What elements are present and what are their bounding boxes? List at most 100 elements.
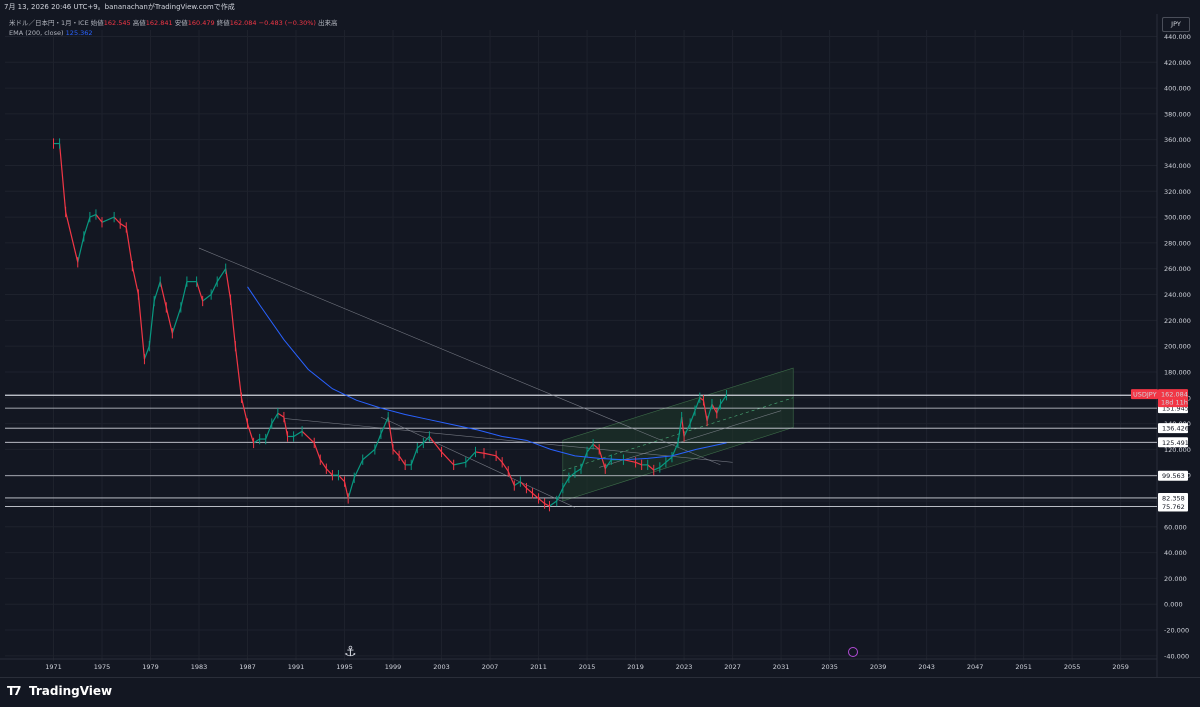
ema-legend-row[interactable]: EMA (200, close) 125.362 (9, 28, 338, 38)
price-segment-31 (253, 438, 260, 444)
y-tick-label-0: 440.000 (1164, 33, 1191, 41)
price-segment-101 (716, 403, 722, 414)
price-segment-7 (95, 214, 103, 223)
price-segment-9 (113, 216, 121, 224)
price-segment-45 (343, 481, 349, 499)
trend-line-0 (198, 247, 721, 466)
price-segment-35 (277, 412, 285, 418)
level-tag-3: 125.491 (1162, 439, 1189, 447)
x-tick-label-11: 2015 (579, 663, 596, 671)
tradingview-logo[interactable]: T7 TradingView (7, 684, 112, 698)
price-segment-17 (159, 281, 167, 308)
price-segment-47 (353, 459, 364, 479)
level-tag-2: 136.426 (1162, 425, 1189, 433)
price-segment-41 (319, 459, 327, 470)
price-segment-30 (246, 423, 255, 444)
symbol-tag: USDJPY (1133, 391, 1157, 399)
price-segment-73 (549, 500, 558, 507)
price-segment-94 (683, 423, 691, 437)
price-segment-100 (711, 403, 718, 414)
price-segment-74 (556, 487, 564, 502)
price-segment-85 (635, 461, 642, 466)
price-segment-34 (271, 412, 279, 424)
close-value: 162.084 (229, 19, 257, 27)
price-segment-80 (592, 443, 600, 450)
price-segment-58 (428, 436, 443, 453)
x-tick-label-2: 1979 (142, 663, 159, 671)
price-segment-66 (507, 471, 515, 486)
price-segment-46 (347, 477, 355, 499)
price-segment-59 (441, 451, 455, 466)
price-segment-25 (216, 268, 227, 282)
trend-line-1 (283, 418, 733, 463)
price-segment-57 (422, 436, 430, 444)
y-tick-label-11: 220.000 (1164, 317, 1191, 325)
x-tick-label-21: 2055 (1064, 663, 1081, 671)
price-segment-33 (265, 423, 273, 440)
y-tick-label-8: 280.000 (1164, 239, 1191, 247)
price-segment-61 (465, 451, 476, 463)
price-segment-14 (143, 345, 150, 360)
price-segment-63 (483, 452, 497, 457)
y-tick-label-12: 200.000 (1164, 343, 1191, 351)
price-segment-99 (706, 404, 713, 422)
open-value: 162.545 (103, 19, 131, 27)
price-segment-22 (196, 281, 204, 302)
y-tick-label-24: -40.000 (1164, 652, 1189, 660)
x-tick-label-18: 2043 (918, 663, 935, 671)
channel-midline (562, 397, 794, 471)
price-segment-84 (623, 459, 636, 463)
price-segment-71 (538, 497, 546, 505)
price-segment-20 (180, 281, 188, 308)
y-tick-label-3: 380.000 (1164, 110, 1191, 118)
price-segment-67 (513, 481, 521, 487)
status-line: 7月 13, 2026 20:46 UTC+9。bananachanがTradi… (0, 0, 1200, 14)
x-tick-label-16: 2035 (821, 663, 838, 671)
price-segment-10 (119, 223, 127, 228)
price-segment-15 (148, 300, 155, 347)
price-segment-69 (526, 487, 533, 494)
x-tick-label-17: 2039 (870, 663, 887, 671)
price-segment-60 (453, 461, 466, 466)
x-tick-label-22: 2059 (1112, 663, 1129, 671)
price-segment-64 (495, 455, 503, 463)
price-segment-36 (283, 417, 289, 437)
open-label: 始値 (90, 19, 104, 27)
price-segment-65 (501, 461, 509, 472)
price-segment-82 (604, 459, 612, 470)
y-tick-label-6: 320.000 (1164, 188, 1191, 196)
currency-button[interactable]: JPY (1162, 17, 1190, 32)
price-segment-97 (699, 397, 704, 401)
price-segment-91 (671, 442, 679, 458)
level-tag-4: 99.563 (1162, 472, 1185, 480)
price-segment-77 (574, 468, 582, 474)
price-segment-68 (519, 481, 527, 489)
price-segment-48 (362, 448, 376, 461)
price-segment-42 (325, 468, 333, 476)
level-tag-bg-5 (1158, 492, 1188, 503)
price-segment-44 (338, 474, 345, 483)
price-segment-5 (83, 216, 91, 237)
trend-line-3 (599, 410, 782, 468)
price-segment-51 (387, 417, 394, 450)
bottom-bar (0, 677, 1200, 707)
price-segment-88 (653, 466, 661, 471)
y-tick-label-21: 20.000 (1164, 575, 1187, 583)
price-segment-96 (694, 397, 701, 411)
ema-label: EMA (200, close) (9, 29, 64, 37)
price-segment-3 (65, 211, 79, 263)
price-segment-19 (171, 307, 182, 334)
price-segment-13 (137, 294, 146, 360)
y-tick-label-23: -20.000 (1164, 627, 1189, 635)
price-segment-98 (702, 400, 708, 422)
x-tick-label-8: 2003 (433, 663, 450, 671)
y-tick-label-1: 420.000 (1164, 59, 1191, 67)
tradingview-mark-icon: T7 (7, 684, 22, 698)
x-tick-label-14: 2027 (724, 663, 741, 671)
y-tick-label-10: 240.000 (1164, 291, 1191, 299)
y-tick-label-16: 120.000 (1164, 446, 1191, 454)
level-tag-6: 75.762 (1162, 503, 1185, 511)
price-chart[interactable]: 440.000 420.000 400.000 380.000 360.000 340.0… (0, 0, 1200, 677)
symbol-legend-row[interactable]: 米ドル／日本円・1月・ICE 始値162.545 高値162.841 安値160… (9, 18, 338, 28)
y-tick-label-4: 360.000 (1164, 136, 1191, 144)
